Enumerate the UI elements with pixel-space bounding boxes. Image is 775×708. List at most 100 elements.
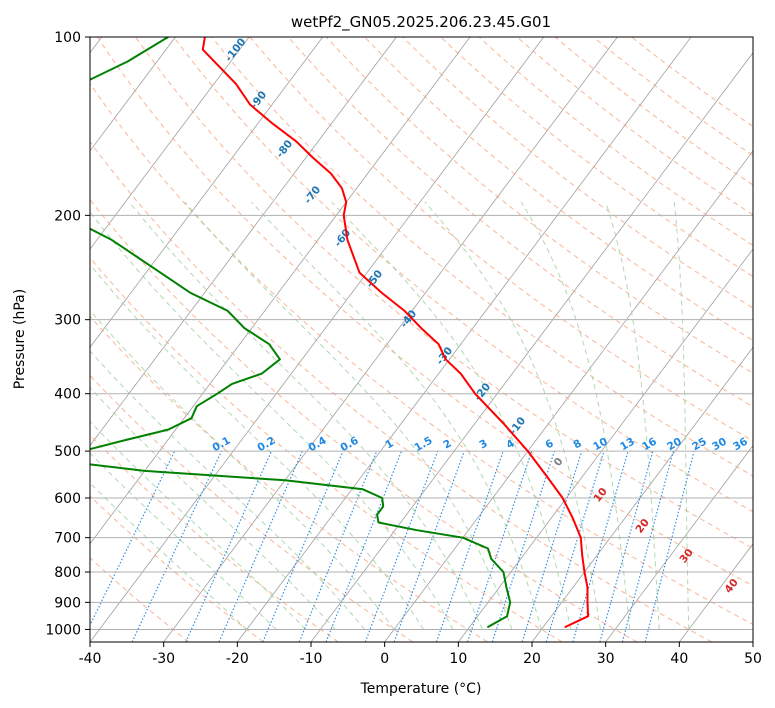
dry-adiabat-line — [90, 256, 563, 642]
isotherm-label: -80 — [274, 138, 295, 160]
x-tick-label: 20 — [523, 651, 541, 667]
mixing-ratio-label: 6 — [543, 437, 555, 451]
background-lines — [90, 37, 753, 642]
isotherm-label: -90 — [248, 89, 269, 111]
temperature-profile-line — [201, 37, 590, 628]
mixing-ratio-label: 16 — [640, 436, 659, 454]
moist-adiabat-line — [90, 452, 277, 630]
dry-adiabat-line — [90, 495, 264, 642]
isotherm-line — [237, 37, 692, 642]
pressure-grid — [90, 36, 753, 630]
y-tick-label: 100 — [54, 30, 81, 46]
isotherm-line — [531, 346, 753, 642]
mixing-ratio-line — [262, 450, 344, 642]
isotherm-label: -100 — [223, 36, 249, 64]
moist-adiabat-line — [90, 350, 365, 630]
y-tick-label: 700 — [54, 531, 81, 547]
dry-adiabat-line — [554, 37, 753, 186]
dry-adiabat-line — [478, 37, 753, 246]
mixing-ratio-label: 30 — [710, 436, 729, 454]
moist-adiabat-line — [251, 201, 542, 630]
isotherm-label: -20 — [472, 381, 493, 403]
mixing-ratio-line — [572, 450, 629, 642]
mixing-ratio-label: 20 — [665, 436, 684, 454]
isotherm-label: 0 — [552, 456, 566, 469]
y-tick-label: 500 — [54, 444, 81, 460]
x-tick-label: 50 — [744, 651, 762, 667]
moist-adiabat-line — [90, 211, 454, 630]
mixing-ratio-label: 1 — [383, 437, 395, 451]
isotherm-line — [605, 444, 753, 642]
x-axis-label: Temperature (°C) — [360, 681, 482, 697]
dry-adiabat-line — [440, 37, 753, 278]
y-axis-ticks: 100 200 300 400 500 600 700 800 900 1000 — [45, 30, 90, 638]
plot-frame — [89, 36, 754, 643]
dry-adiabat-line — [90, 315, 488, 642]
mixing-ratio-line — [90, 450, 176, 627]
isotherm-label: -40 — [398, 308, 419, 330]
isotherm-label: 30 — [677, 547, 695, 566]
series-layer — [90, 37, 590, 628]
dry-adiabat-line — [287, 37, 753, 408]
moist-adiabat-line — [673, 202, 690, 630]
x-tick-label: -30 — [152, 651, 175, 667]
isotherm-line — [384, 150, 753, 642]
isotherm-line — [90, 37, 471, 545]
isotherm-line — [90, 37, 250, 250]
dry-adiabat-line — [90, 374, 414, 642]
mixing-ratio-line — [491, 450, 555, 642]
mixing-ratio-line — [644, 450, 695, 642]
y-axis-label: Pressure (hPa) — [12, 289, 28, 389]
moist-adiabat-line — [128, 201, 483, 630]
y-tick-label: 900 — [54, 595, 81, 611]
dry-adiabat-line — [402, 37, 753, 309]
y-tick-label: 1000 — [45, 622, 81, 638]
moist-adiabat-line — [90, 387, 336, 630]
dry-adiabat-line — [173, 37, 753, 513]
mixing-ratio-line — [621, 450, 674, 642]
mixing-ratio-line — [545, 450, 605, 642]
x-tick-label: 30 — [597, 651, 615, 667]
moist-adiabat-line — [331, 201, 572, 630]
isotherm-label: -10 — [507, 415, 528, 437]
mixing-ratio-label: 25 — [690, 436, 709, 454]
isotherm-line — [679, 543, 753, 642]
moist-adiabat-line — [605, 201, 660, 630]
x-tick-label: 10 — [449, 651, 467, 667]
mixing-ratio-label: 3 — [477, 437, 489, 451]
mixing-ratio-line — [364, 450, 439, 642]
dry-adiabat-line — [364, 37, 753, 342]
isotherm-line — [163, 37, 618, 642]
x-tick-label: 0 — [380, 651, 389, 667]
moist-adiabat-line — [90, 420, 307, 630]
y-tick-label: 400 — [54, 387, 81, 403]
dry-adiabat-line — [211, 37, 753, 477]
mixing-ratio-line — [521, 450, 583, 642]
x-axis-ticks: -40 -30 -20 -10 0 10 20 30 40 50 — [79, 642, 762, 667]
moist-adiabat-line — [520, 201, 631, 630]
mixing-ratio-line — [325, 450, 403, 642]
y-tick-label: 200 — [54, 208, 81, 224]
moist-adiabat-line — [90, 263, 424, 630]
mixing-ratio-label: 13 — [618, 436, 637, 454]
mixing-ratio-label: 8 — [571, 437, 583, 451]
dry-adiabat-line — [96, 37, 753, 587]
isotherm-line — [90, 37, 176, 152]
x-tick-label: 40 — [670, 651, 688, 667]
y-tick-label: 600 — [54, 491, 81, 507]
mixing-ratio-label: 36 — [731, 436, 750, 454]
isotherm-label: 40 — [722, 577, 740, 596]
y-tick-label: 300 — [54, 313, 81, 329]
x-tick-label: -20 — [226, 651, 249, 667]
x-tick-label: -40 — [79, 651, 102, 667]
moist-adiabat-line — [90, 482, 248, 630]
isotherm-line — [752, 641, 753, 642]
mixing-ratio-line — [466, 450, 533, 642]
mixing-ratio-line — [435, 450, 504, 642]
mixing-ratio-line — [131, 450, 223, 642]
isotherm-line — [90, 37, 397, 447]
isotherm-line — [90, 37, 545, 642]
dry-adiabat-line — [135, 37, 753, 550]
chart-title: wetPf2_GN05.2025.206.23.45.G01 — [291, 13, 551, 32]
